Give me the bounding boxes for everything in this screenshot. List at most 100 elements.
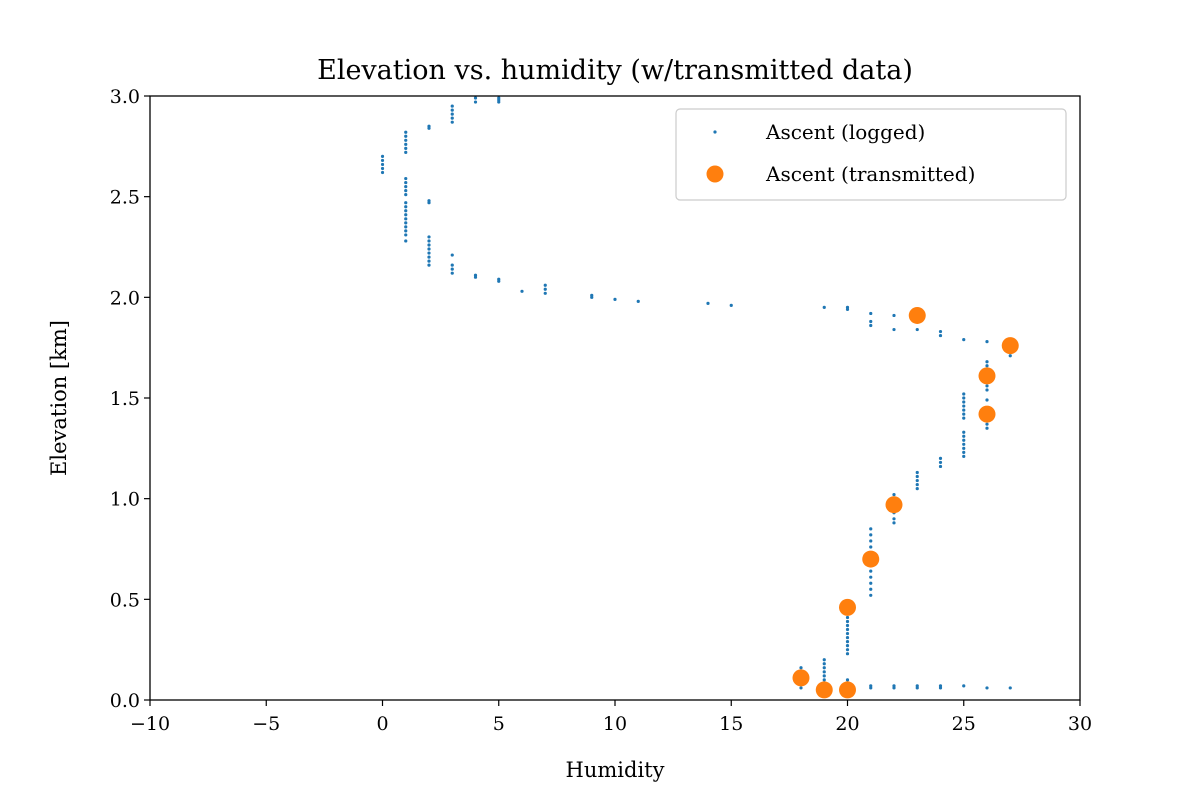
data-point-logged bbox=[427, 251, 431, 255]
data-point-logged bbox=[404, 185, 408, 189]
data-point-logged bbox=[869, 575, 873, 579]
plot-area bbox=[380, 96, 1019, 699]
axes: −10 −5 0 5 10 15 20 25 30 0.0 0.5 1.0 1.5 2.0 2.5 3.0 bbox=[110, 86, 1092, 735]
data-point-logged bbox=[845, 623, 850, 628]
legend-marker-logged bbox=[713, 130, 717, 134]
data-point-logged bbox=[892, 493, 896, 497]
data-point-logged bbox=[520, 289, 524, 293]
data-point-logged bbox=[404, 201, 408, 205]
x-tick-label: −10 bbox=[130, 713, 170, 735]
legend: Ascent (logged) Ascent (transmitted) bbox=[675, 108, 1067, 201]
data-point-logged bbox=[845, 648, 850, 652]
data-point-transmitted bbox=[885, 496, 903, 514]
data-point-logged bbox=[706, 301, 710, 305]
data-point-logged bbox=[985, 426, 989, 430]
data-point-logged bbox=[450, 116, 454, 120]
x-tick-label: 15 bbox=[719, 713, 743, 735]
series-transmitted bbox=[792, 306, 1019, 699]
data-point-logged bbox=[427, 124, 431, 128]
data-point-logged bbox=[915, 478, 919, 483]
data-point-logged bbox=[822, 674, 826, 678]
data-point-logged bbox=[962, 400, 966, 404]
data-point-logged bbox=[892, 327, 896, 332]
data-point-logged bbox=[915, 470, 919, 475]
legend-label-logged: Ascent (logged) bbox=[765, 120, 925, 144]
data-point-logged bbox=[962, 412, 966, 416]
data-point-logged bbox=[869, 311, 873, 316]
data-point-logged bbox=[962, 396, 966, 400]
data-point-transmitted bbox=[978, 367, 996, 385]
data-point-logged bbox=[845, 619, 850, 624]
data-point-logged bbox=[404, 233, 408, 237]
data-point-logged bbox=[543, 283, 547, 287]
data-point-transmitted bbox=[815, 681, 833, 699]
data-point-logged bbox=[962, 454, 966, 458]
data-point-logged bbox=[869, 323, 873, 328]
data-point-logged bbox=[404, 150, 408, 154]
data-point-logged bbox=[450, 267, 454, 271]
data-point-logged bbox=[962, 416, 966, 420]
data-point-logged bbox=[915, 482, 919, 487]
data-point-logged bbox=[985, 360, 989, 364]
data-point-logged bbox=[404, 193, 408, 197]
data-point-logged bbox=[845, 305, 850, 309]
data-point-logged bbox=[404, 209, 408, 213]
data-point-logged bbox=[962, 338, 966, 342]
y-tick-label: 0.5 bbox=[110, 589, 140, 611]
y-tick-label: 1.0 bbox=[110, 489, 140, 511]
data-point-logged bbox=[497, 277, 501, 281]
data-point-logged bbox=[845, 631, 850, 636]
data-point-logged bbox=[869, 319, 873, 324]
data-point-logged bbox=[404, 239, 408, 243]
data-point-logged bbox=[985, 398, 989, 402]
data-point-logged bbox=[962, 434, 966, 438]
data-point-logged bbox=[404, 205, 408, 209]
data-point-logged bbox=[450, 112, 454, 116]
data-point-logged bbox=[915, 474, 919, 479]
data-point-logged bbox=[450, 253, 454, 257]
data-point-logged bbox=[962, 438, 966, 442]
data-point-logged bbox=[869, 593, 873, 597]
data-point-transmitted bbox=[862, 550, 880, 568]
data-point-logged bbox=[845, 635, 850, 640]
data-point-logged bbox=[985, 340, 989, 344]
data-point-logged bbox=[404, 130, 408, 134]
data-point-transmitted bbox=[839, 598, 856, 616]
data-point-logged bbox=[404, 176, 408, 181]
data-point-logged bbox=[845, 652, 850, 656]
data-point-logged bbox=[590, 293, 594, 297]
data-point-logged bbox=[427, 259, 431, 263]
data-point-logged bbox=[380, 154, 385, 158]
data-point-logged bbox=[962, 404, 966, 408]
data-point-logged bbox=[543, 291, 547, 295]
data-point-logged bbox=[892, 684, 896, 688]
x-tick-label: 25 bbox=[952, 713, 976, 735]
data-point-logged bbox=[473, 273, 478, 277]
data-point-logged bbox=[985, 384, 989, 388]
y-axis-label: Elevation [km] bbox=[47, 320, 71, 476]
data-point-logged bbox=[427, 235, 431, 239]
data-point-transmitted bbox=[908, 306, 926, 324]
data-point-logged bbox=[822, 670, 826, 674]
data-point-logged bbox=[543, 287, 547, 291]
data-point-logged bbox=[1008, 354, 1012, 358]
data-point-logged bbox=[938, 684, 943, 688]
data-point-logged bbox=[938, 333, 943, 338]
data-point-logged bbox=[869, 527, 873, 531]
data-point-logged bbox=[450, 108, 454, 112]
data-point-logged bbox=[450, 263, 454, 267]
data-point-logged bbox=[845, 615, 850, 620]
data-point-transmitted bbox=[839, 681, 856, 699]
data-point-logged bbox=[892, 521, 896, 525]
data-point-logged bbox=[869, 545, 873, 549]
data-point-logged bbox=[822, 678, 826, 682]
data-point-logged bbox=[404, 229, 408, 233]
data-point-logged bbox=[869, 684, 873, 688]
data-point-logged bbox=[404, 142, 408, 146]
data-point-logged bbox=[636, 299, 640, 303]
data-point-logged bbox=[404, 217, 408, 221]
data-point-transmitted bbox=[792, 669, 810, 687]
data-point-logged bbox=[869, 539, 873, 543]
data-point-logged bbox=[962, 430, 966, 434]
x-tick-label: −5 bbox=[252, 713, 280, 735]
